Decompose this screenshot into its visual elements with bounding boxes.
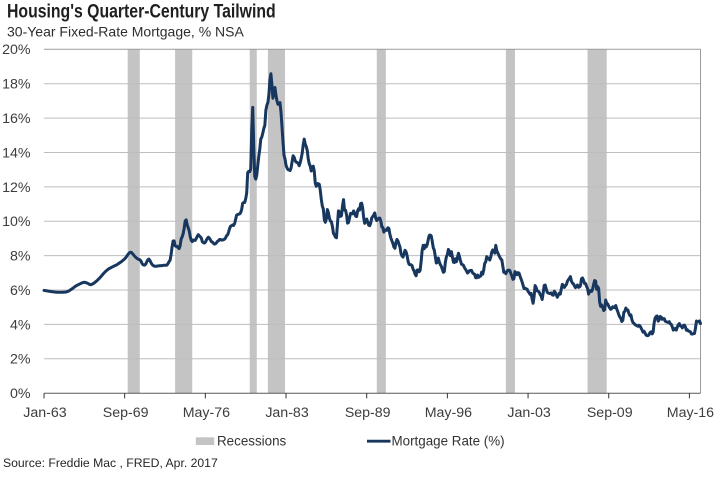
svg-text:Jan-63: Jan-63: [23, 405, 66, 421]
svg-text:Sep-69: Sep-69: [103, 405, 149, 421]
svg-text:Mortgage Rate (%): Mortgage Rate (%): [392, 434, 505, 449]
svg-text:Sep-09: Sep-09: [587, 405, 633, 421]
svg-text:Recessions: Recessions: [217, 434, 287, 449]
svg-text:16%: 16%: [2, 111, 31, 127]
svg-text:20%: 20%: [2, 42, 31, 58]
svg-text:Jan-83: Jan-83: [265, 405, 308, 421]
svg-text:Housing's Quarter-Century Tail: Housing's Quarter-Century Tailwind: [7, 0, 276, 22]
svg-text:May-96: May-96: [425, 405, 472, 421]
svg-text:14%: 14%: [2, 145, 31, 161]
svg-text:10%: 10%: [2, 214, 31, 230]
svg-text:May-76: May-76: [183, 405, 230, 421]
svg-text:0%: 0%: [10, 386, 31, 402]
svg-text:8%: 8%: [10, 249, 31, 265]
svg-text:18%: 18%: [2, 77, 31, 93]
svg-text:May-16: May-16: [667, 405, 714, 421]
svg-text:Jan-03: Jan-03: [507, 405, 550, 421]
svg-text:12%: 12%: [2, 180, 31, 196]
svg-text:Sep-89: Sep-89: [345, 405, 391, 421]
svg-text:30-Year Fixed-Rate Mortgage, %: 30-Year Fixed-Rate Mortgage, % NSA: [7, 24, 244, 40]
svg-text:4%: 4%: [10, 317, 31, 333]
svg-text:Source: Freddie Mac , FRED, Ap: Source: Freddie Mac , FRED, Apr. 2017: [3, 456, 218, 470]
svg-text:2%: 2%: [10, 352, 31, 368]
svg-text:6%: 6%: [10, 283, 31, 299]
